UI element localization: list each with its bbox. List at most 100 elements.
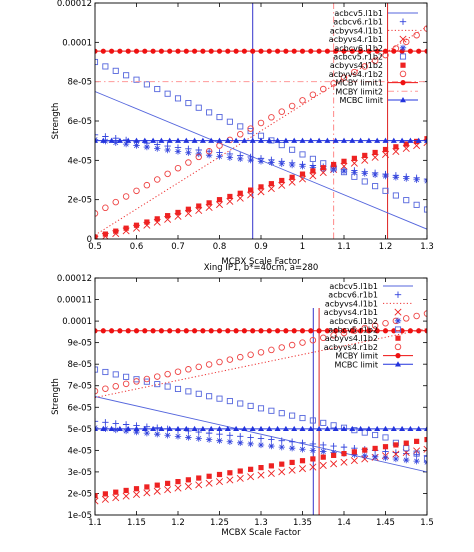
square-marker bbox=[216, 114, 223, 121]
triangle-marker bbox=[233, 425, 240, 432]
circle-marker bbox=[358, 328, 364, 334]
x-marker bbox=[371, 153, 379, 161]
triangle-marker bbox=[166, 137, 173, 143]
triangle-marker bbox=[233, 137, 240, 143]
star-marker bbox=[237, 155, 244, 163]
triangle-marker bbox=[266, 137, 273, 143]
y-tick-label: 6e-05 bbox=[67, 403, 92, 413]
circle-marker bbox=[382, 319, 389, 327]
plus-marker bbox=[309, 440, 317, 448]
x-marker bbox=[298, 175, 307, 183]
x-marker bbox=[257, 471, 265, 479]
legend-label: acbyvs4.r1b1 bbox=[329, 35, 383, 44]
circle-marker bbox=[233, 48, 239, 54]
star-marker bbox=[112, 139, 119, 146]
circle-marker bbox=[150, 48, 156, 54]
square-marker bbox=[185, 477, 191, 483]
square-marker bbox=[144, 219, 150, 225]
star-marker bbox=[309, 164, 317, 171]
chart-bottom: 1.1 1.15 1.2 1.25 1.3 1.35 1.4 1.45 1.5 1e-05 2e-0… bbox=[51, 263, 434, 538]
triangle-marker bbox=[199, 137, 206, 143]
square-marker bbox=[143, 81, 150, 88]
y-tick-label: 0.0001 bbox=[62, 317, 92, 327]
triangle-marker bbox=[241, 137, 248, 143]
legend-label: MCBY limit bbox=[335, 352, 378, 361]
circle-marker bbox=[95, 387, 99, 395]
square-marker bbox=[372, 445, 378, 452]
circle-marker bbox=[142, 328, 148, 334]
y-axis-label: Strength bbox=[51, 378, 61, 415]
circle-marker bbox=[216, 48, 223, 54]
x-marker bbox=[195, 481, 203, 489]
series-1 bbox=[95, 396, 427, 473]
x-marker bbox=[247, 473, 255, 481]
x-marker bbox=[288, 178, 296, 186]
triangle-marker bbox=[141, 137, 148, 143]
circle-marker bbox=[288, 102, 296, 110]
circle-marker bbox=[174, 368, 182, 375]
x-marker bbox=[112, 494, 120, 502]
star-marker bbox=[237, 439, 244, 447]
x-tick-label: 1.35 bbox=[293, 518, 312, 528]
y-tick-label: 5e-05 bbox=[67, 425, 92, 435]
triangle-marker bbox=[166, 425, 173, 432]
square-marker bbox=[258, 465, 264, 471]
square-marker bbox=[403, 141, 409, 147]
x-tick-label: 1.1 bbox=[337, 242, 351, 252]
legend-item: acbcv6.l1b2 bbox=[334, 44, 407, 53]
y-tick-label: 2e-05 bbox=[67, 196, 92, 206]
square-marker bbox=[237, 468, 243, 474]
circle-marker bbox=[374, 328, 380, 334]
plus-marker bbox=[102, 419, 109, 426]
circle-marker bbox=[371, 322, 379, 329]
circle-marker bbox=[95, 210, 99, 217]
square-marker bbox=[248, 187, 254, 193]
circle-marker bbox=[351, 68, 358, 76]
triangle-marker bbox=[125, 137, 132, 143]
x-tick-label: 1.3 bbox=[420, 242, 434, 252]
circle-marker bbox=[100, 48, 106, 54]
square-marker bbox=[341, 158, 347, 164]
circle-marker bbox=[112, 383, 119, 390]
plus-marker bbox=[423, 452, 427, 459]
square-marker bbox=[154, 381, 161, 388]
circle-marker bbox=[275, 48, 281, 54]
circle-marker bbox=[142, 48, 148, 54]
circle-marker bbox=[333, 328, 339, 334]
plus-marker bbox=[320, 441, 327, 449]
circle-marker bbox=[424, 328, 427, 334]
star-marker bbox=[299, 446, 306, 453]
square-marker bbox=[227, 470, 233, 476]
triangle-marker bbox=[158, 137, 165, 143]
plus-marker bbox=[112, 420, 119, 427]
triangle-marker bbox=[365, 137, 372, 143]
circle-marker bbox=[225, 328, 231, 334]
plus-marker bbox=[403, 450, 410, 457]
triangle-marker bbox=[374, 137, 381, 143]
circle-marker bbox=[283, 328, 289, 334]
square-marker bbox=[268, 407, 275, 414]
series-10 bbox=[95, 425, 427, 432]
square-marker bbox=[414, 438, 420, 444]
circle-marker bbox=[233, 328, 239, 334]
square-marker bbox=[174, 95, 182, 102]
triangle-marker bbox=[424, 137, 427, 143]
legend-label: acbyvs4.l1b2 bbox=[330, 61, 383, 70]
square-marker bbox=[403, 440, 409, 446]
square-marker bbox=[185, 206, 191, 212]
triangle-marker bbox=[216, 137, 223, 143]
triangle-marker bbox=[341, 137, 347, 143]
circle-marker bbox=[143, 181, 151, 189]
triangle-marker bbox=[249, 425, 256, 432]
circle-marker bbox=[125, 48, 131, 54]
y-tick-label: 0.00011 bbox=[57, 296, 92, 306]
circle-marker bbox=[407, 328, 413, 334]
x-marker bbox=[350, 457, 358, 465]
circle-marker bbox=[133, 378, 140, 385]
circle-marker bbox=[349, 48, 355, 54]
circle-marker bbox=[320, 334, 327, 342]
star-marker bbox=[174, 148, 182, 155]
square-marker bbox=[424, 136, 427, 142]
triangle-marker bbox=[390, 137, 397, 143]
series-6 bbox=[95, 366, 427, 463]
